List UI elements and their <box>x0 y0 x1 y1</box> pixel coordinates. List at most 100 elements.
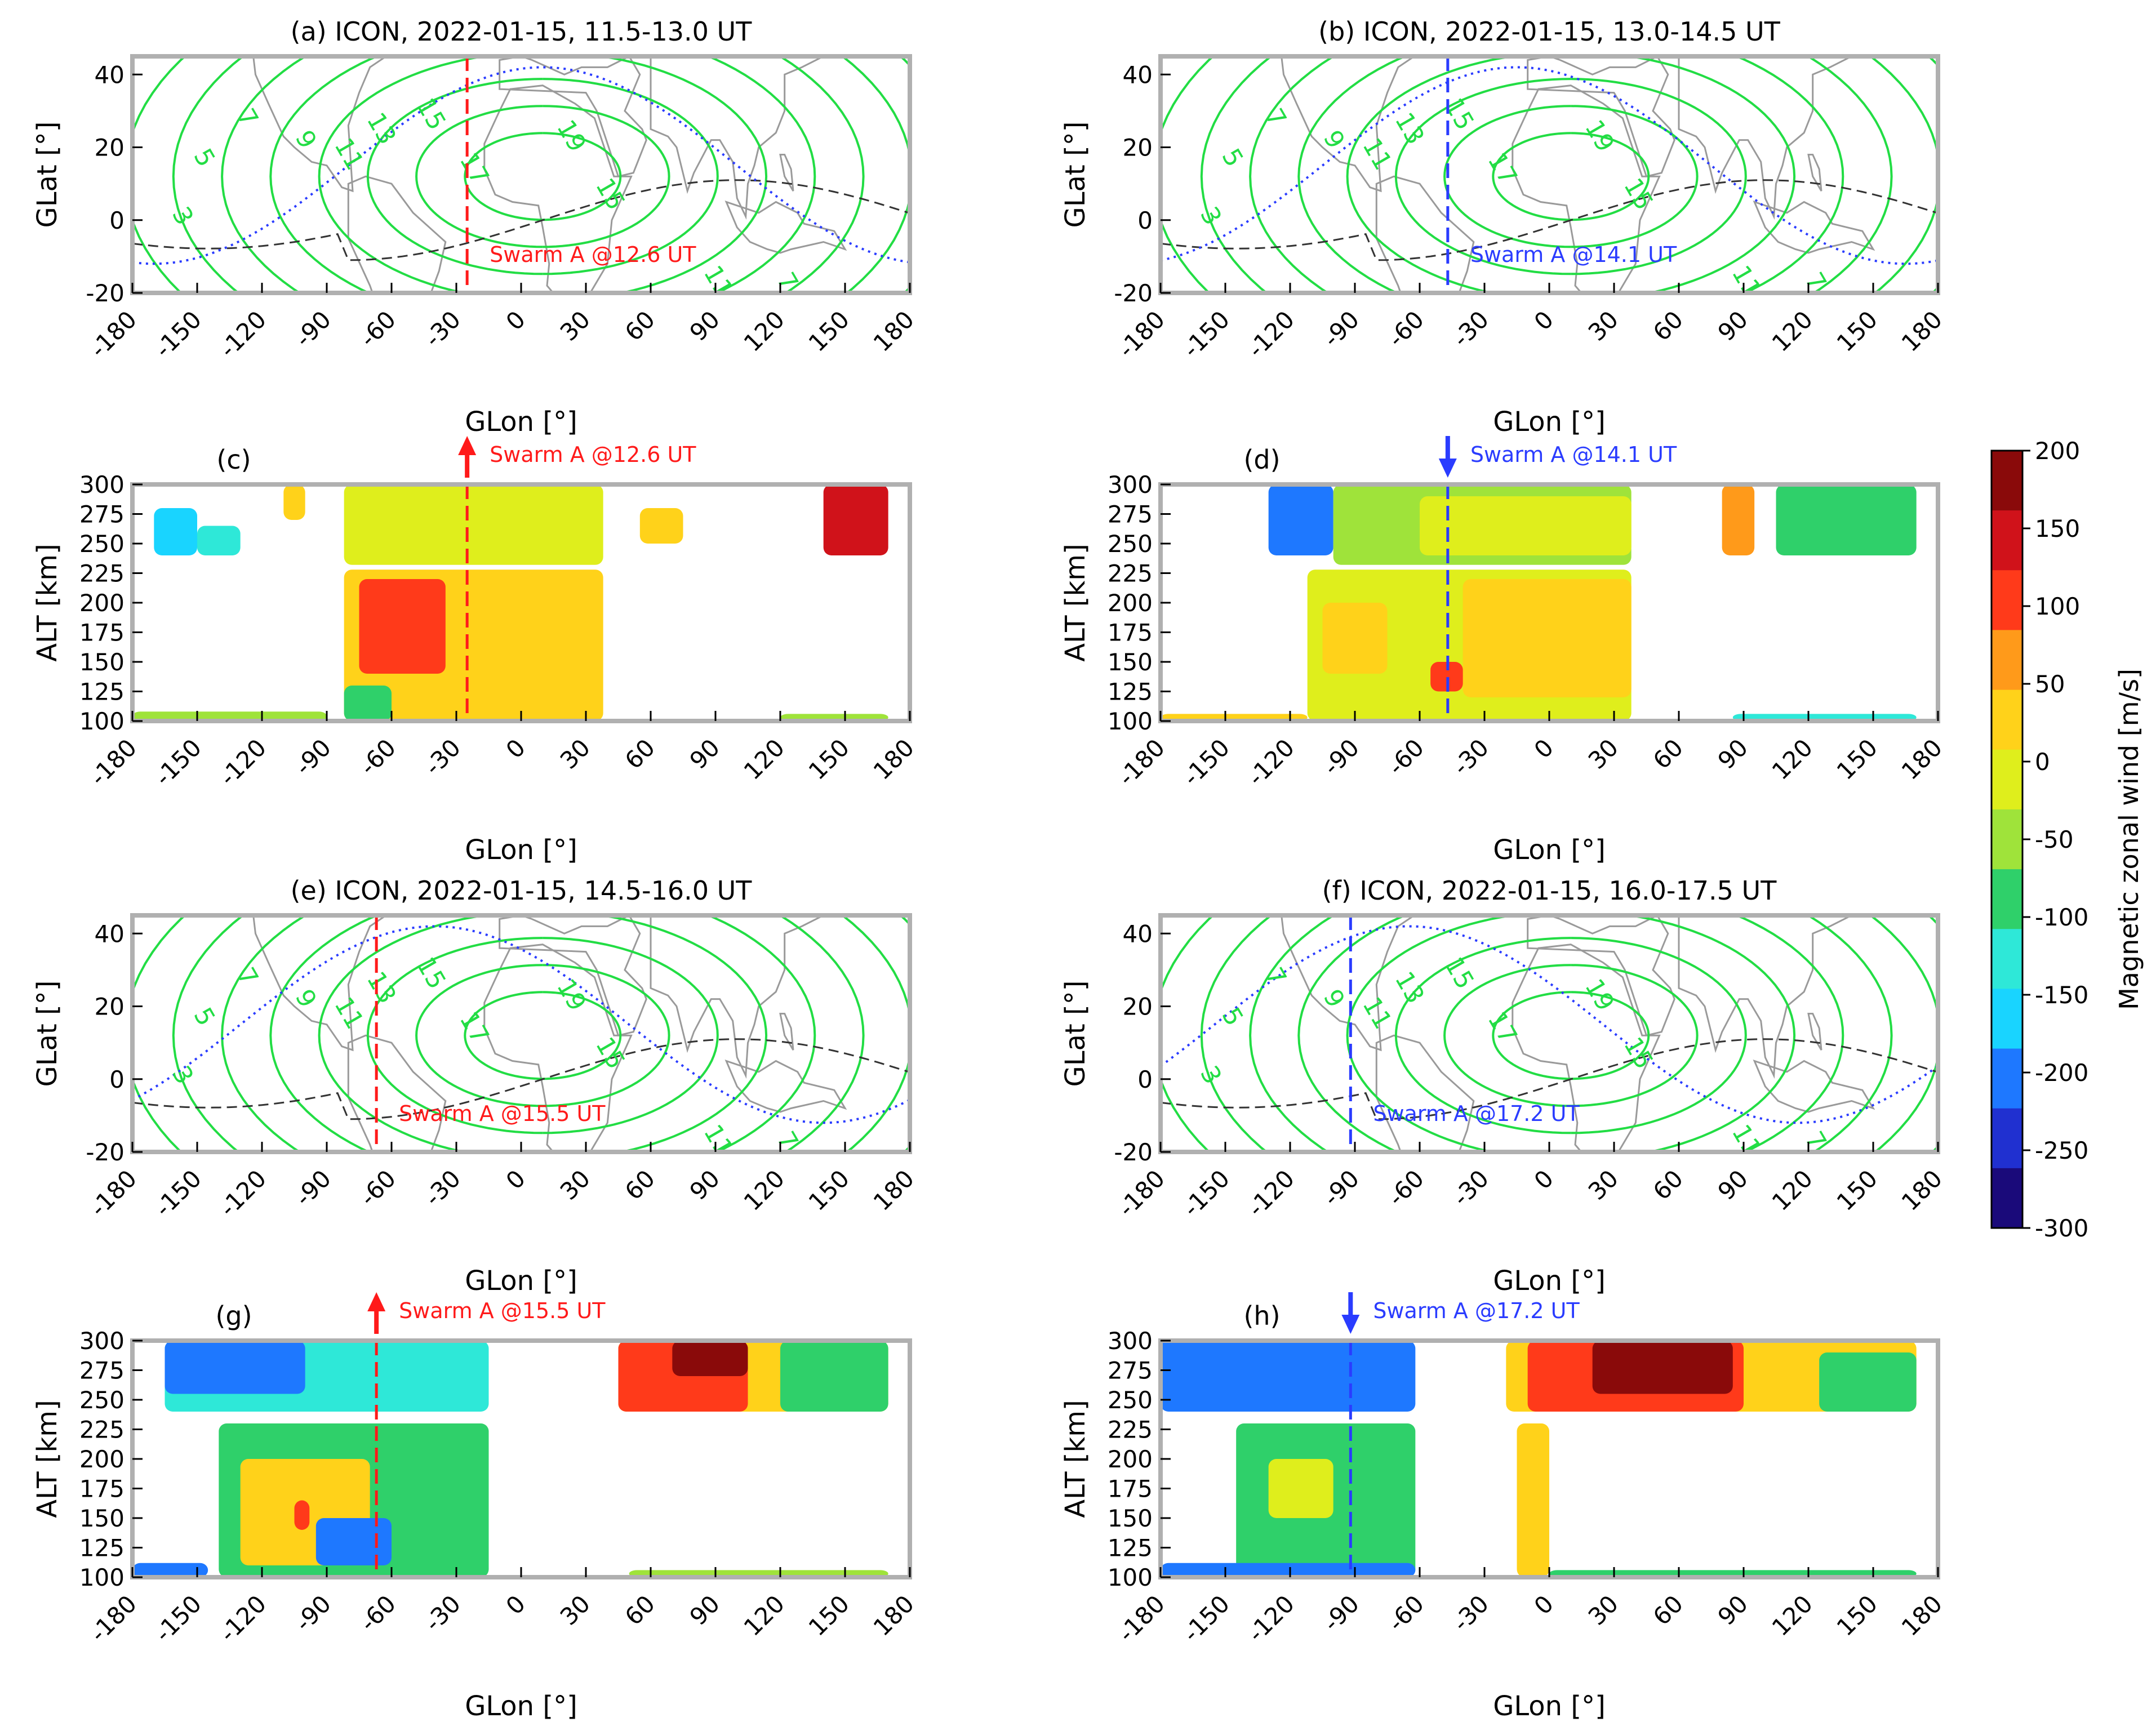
wind-region-6 <box>1430 662 1463 692</box>
swarm-label: Swarm A @17.2 UT <box>1373 1298 1580 1323</box>
coastline-4 <box>650 915 825 1079</box>
coastline-5 <box>724 1060 847 1113</box>
contour-west-5 <box>221 915 308 1152</box>
y-tick-label: 300 <box>79 1327 125 1355</box>
contour-east-5 <box>1806 56 1893 293</box>
swarm-label: Swarm A @12.6 UT <box>490 442 696 467</box>
swarm-label: Swarm A @12.6 UT <box>490 242 696 267</box>
coastline-4 <box>650 56 825 220</box>
y-tick-label: 250 <box>1108 530 1153 558</box>
x-tick-label: 180 <box>1896 305 1948 357</box>
x-tick-label: 0 <box>1529 305 1559 336</box>
y-axis-label: GLat [°] <box>1060 122 1091 228</box>
y-tick-label: 175 <box>1108 1475 1153 1503</box>
x-tick-label: 60 <box>620 733 660 774</box>
y-tick-label: 300 <box>1108 471 1153 499</box>
wind-region-4 <box>1462 579 1632 697</box>
colorbar-label: Magnetic zonal wind [m/s] <box>2114 669 2144 1010</box>
x-tick-label: -120 <box>1242 733 1300 791</box>
y-tick-label: -20 <box>86 279 125 307</box>
y-tick-label: 300 <box>79 471 125 499</box>
colorbar-segment-10 <box>1991 1048 2022 1109</box>
y-axis-label: ALT [km] <box>32 1400 63 1518</box>
x-tick-label: 0 <box>501 305 531 336</box>
coastline-4 <box>1678 56 1853 220</box>
contour-west-6 <box>1200 56 1273 293</box>
x-tick-label: -90 <box>290 733 336 780</box>
contour-west-4 <box>1297 915 1408 1152</box>
colorbar-segment-11 <box>1991 1108 2022 1169</box>
y-tick-label: 0 <box>109 207 125 234</box>
panel-title: (c) <box>216 444 251 475</box>
contour-west-1 <box>1443 964 1571 1107</box>
x-tick-label: 150 <box>1832 1164 1883 1216</box>
x-tick-label: 0 <box>501 1590 531 1620</box>
x-tick-label: 90 <box>1713 1164 1753 1205</box>
colorbar-segment-3 <box>1991 630 2022 691</box>
x-tick-label: -150 <box>1177 1590 1235 1647</box>
y-tick-label: 275 <box>79 1357 125 1385</box>
x-tick-label: 90 <box>684 1590 725 1630</box>
magnetic-equator <box>1161 1038 1938 1120</box>
x-tick-label: 150 <box>1832 733 1883 785</box>
x-tick-label: 120 <box>1767 1590 1818 1641</box>
contour-west-2 <box>1394 78 1571 275</box>
y-tick-label: 150 <box>79 648 125 676</box>
panel-g: Swarm A @15.5 UT (g) -180 -150 -120 -90 -60 -30… <box>32 1292 919 1722</box>
wind-region-7 <box>1819 1352 1917 1412</box>
x-tick-label: 30 <box>555 1590 595 1630</box>
wind-region-2 <box>1268 1459 1333 1518</box>
x-tick-label: -150 <box>149 1164 207 1222</box>
contour-east-5 <box>1806 915 1893 1152</box>
wind-region-9 <box>672 1341 748 1376</box>
wind-region-7 <box>823 484 888 555</box>
wind-region-0 <box>154 508 197 555</box>
y-tick-label: 200 <box>79 589 125 617</box>
colorbar-segment-1 <box>1991 510 2022 571</box>
x-tick-label: 180 <box>868 305 919 357</box>
x-tick-label: -30 <box>1447 733 1494 780</box>
contour-east-3 <box>593 915 768 1152</box>
x-tick-label: -90 <box>1318 733 1364 780</box>
colorbar-segment-0 <box>1991 451 2022 511</box>
y-tick-label: 20 <box>1123 993 1153 1021</box>
contour-west-1 <box>1443 105 1571 248</box>
x-tick-label: -180 <box>85 1590 142 1647</box>
y-tick-label: 250 <box>1108 1386 1153 1414</box>
contour-west-3 <box>1346 915 1520 1152</box>
contour-east-5 <box>777 915 865 1152</box>
colorbar-tick-label: 50 <box>2035 670 2065 698</box>
x-tick-label: -60 <box>354 1164 401 1211</box>
wind-region-4 <box>315 1518 392 1565</box>
colorbar-segment-8 <box>1991 929 2022 990</box>
x-tick-label: -60 <box>354 733 401 780</box>
x-tick-label: 90 <box>684 733 725 774</box>
x-tick-label: 120 <box>1767 1164 1818 1216</box>
x-tick-label: -180 <box>85 733 142 791</box>
x-tick-label: 120 <box>1767 305 1818 357</box>
x-tick-label: -180 <box>1113 305 1170 363</box>
contour-west-2 <box>1394 937 1571 1134</box>
x-tick-label: -150 <box>149 733 207 791</box>
swarm-arrow-head <box>1341 1315 1360 1334</box>
x-axis-label: GLon [°] <box>465 834 577 866</box>
colorbar-tick-label: -250 <box>2035 1137 2088 1164</box>
x-tick-label: 30 <box>555 733 595 774</box>
x-tick-label: -30 <box>1447 1164 1494 1211</box>
wind-region-5 <box>359 579 446 674</box>
y-tick-label: 225 <box>79 1416 125 1444</box>
contour-west-0 <box>464 991 543 1080</box>
coastline-6 <box>779 1013 794 1051</box>
x-tick-label: -180 <box>1113 1590 1170 1647</box>
panel-title: (f) ICON, 2022-01-15, 16.0-17.5 UT <box>1322 875 1777 906</box>
x-tick-label: -120 <box>214 305 272 363</box>
y-tick-label: 225 <box>79 560 125 588</box>
x-axis-label: GLon [°] <box>465 1690 577 1722</box>
x-tick-label: 0 <box>501 1164 531 1195</box>
coastline-6 <box>1807 154 1822 192</box>
magnetic-equator <box>132 179 910 261</box>
contour-west-6 <box>172 56 245 293</box>
heatmap-plot-area-d <box>1161 484 1938 721</box>
y-tick-label: 40 <box>1123 920 1153 947</box>
